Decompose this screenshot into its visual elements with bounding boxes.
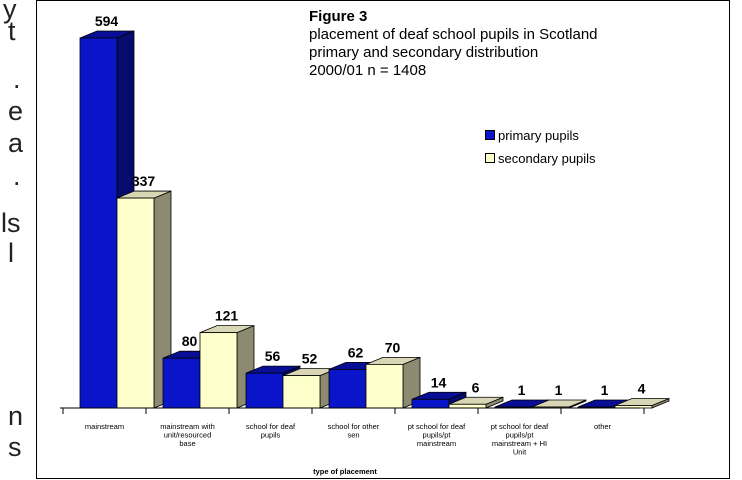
x-tick-label: pt school for deaf pupils/pt mainstream + …	[491, 422, 549, 457]
side-text-fragment: .	[13, 161, 21, 191]
bar-value-label: 1	[555, 382, 563, 398]
chart-title-block: Figure 3 placement of deaf school pupils…	[309, 8, 598, 80]
x-axis-label: type of placement	[313, 467, 377, 476]
legend-swatch-secondary	[485, 153, 495, 163]
legend-label-primary: primary pupils	[498, 128, 579, 143]
side-text-fragment: e	[8, 96, 24, 126]
x-tick-label: school for deaf pupils	[246, 422, 296, 440]
side-text-fragment: .	[13, 64, 21, 94]
bar-value-label: 1	[518, 382, 526, 398]
bar-secondary	[199, 332, 238, 409]
bar-value-label: 4	[638, 381, 646, 397]
bar-value-label: 52	[302, 351, 318, 367]
bar-primary	[162, 357, 201, 409]
chart-subtitle-line-2: primary and secondary distribution	[309, 44, 539, 61]
side-text-fragment: l	[8, 238, 14, 268]
bar-value-label: 594	[95, 13, 119, 29]
chart-subtitle-line-3: 2000/01 n = 1408	[309, 62, 427, 79]
x-tick-label: school for other sen	[328, 422, 380, 440]
bar-value-label: 80	[182, 333, 198, 349]
x-tick-label: pt school for deaf pupils/pt mainstream	[408, 422, 466, 448]
bar-value-label: 1	[601, 382, 609, 398]
side-text-fragment: n	[8, 401, 24, 431]
bar-secondary	[282, 375, 321, 409]
legend-item-secondary: secondary pupils	[485, 151, 596, 166]
side-text-fragment: ls	[1, 208, 21, 238]
bar-primary	[328, 368, 367, 409]
bar-value-label: 62	[348, 344, 364, 360]
x-tick-label: mainstream	[85, 422, 124, 431]
x-tick-label: other	[594, 422, 612, 431]
legend-item-primary: primary pupils	[485, 128, 579, 143]
side-text-fragment: y	[3, 0, 17, 24]
chart-title: Figure 3	[309, 8, 368, 25]
legend-label-secondary: secondary pupils	[498, 151, 596, 166]
bar-secondary	[448, 403, 487, 409]
x-tick-label: mainstream with unit/resourced base	[160, 422, 215, 448]
bar-value-label: 56	[265, 348, 281, 364]
bar-value-label: 14	[431, 374, 447, 390]
side-text-fragment: t	[8, 16, 16, 46]
bar-secondary	[365, 363, 404, 409]
side-text-fragment: a	[8, 128, 24, 158]
bar-value-label: 337	[132, 173, 156, 189]
bar-primary	[411, 398, 450, 409]
bar-secondary	[116, 197, 155, 409]
bar-primary	[79, 37, 118, 409]
bar-value-label: 70	[385, 339, 401, 355]
legend-swatch-primary	[485, 130, 495, 140]
chart-subtitle-line-1: placement of deaf school pupils in Scotl…	[309, 26, 598, 43]
bar-primary	[245, 372, 284, 409]
side-text-fragment: s	[8, 432, 22, 462]
bar-value-label: 121	[215, 308, 239, 324]
bar-value-label: 6	[472, 379, 480, 395]
